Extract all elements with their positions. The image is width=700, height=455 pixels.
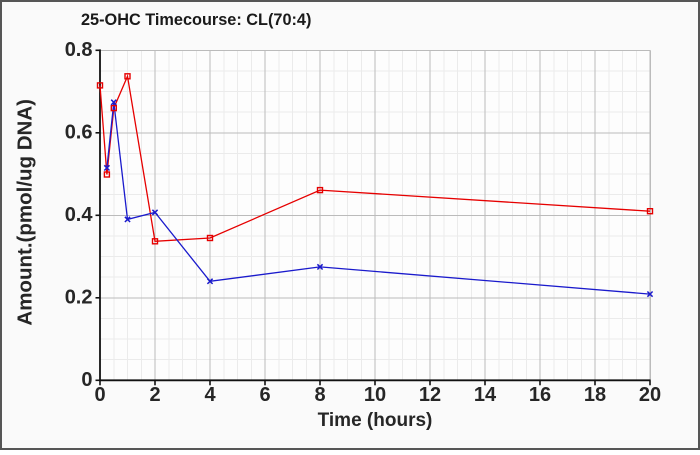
svg-text:0.4: 0.4	[65, 204, 94, 226]
svg-text:Amount.(pmol/ug DNA): Amount.(pmol/ug DNA)	[14, 99, 37, 326]
svg-text:0: 0	[94, 384, 105, 406]
svg-text:0.8: 0.8	[65, 39, 93, 61]
svg-text:18: 18	[584, 384, 606, 406]
svg-text:14: 14	[474, 384, 497, 406]
svg-text:4: 4	[204, 384, 216, 406]
svg-text:16: 16	[529, 384, 551, 406]
svg-text:Time (hours): Time (hours)	[318, 410, 433, 431]
svg-text:6: 6	[259, 384, 270, 406]
svg-text:2: 2	[149, 384, 160, 406]
svg-text:0.6: 0.6	[65, 121, 93, 143]
svg-text:12: 12	[419, 384, 441, 406]
svg-text:10: 10	[364, 384, 386, 406]
svg-text:0.2: 0.2	[65, 286, 93, 308]
svg-text:25-OHC Timecourse: CL(70:4): 25-OHC Timecourse: CL(70:4)	[81, 11, 311, 29]
svg-text:8: 8	[314, 384, 325, 406]
svg-text:0: 0	[81, 369, 92, 391]
svg-text:20: 20	[639, 384, 661, 406]
